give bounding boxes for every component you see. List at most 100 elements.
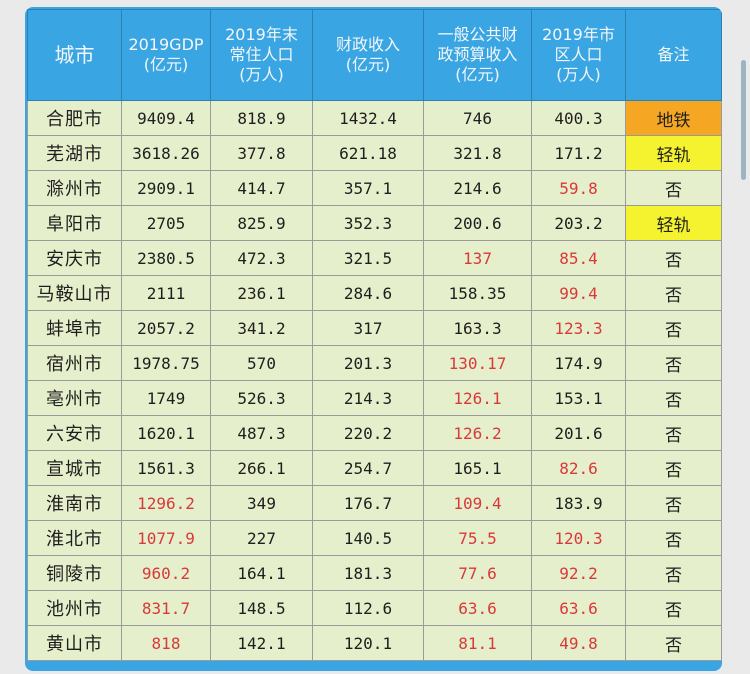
table-row: 池州市 831.7 148.5 112.6 63.6 63.6 否 [27,590,722,626]
cell-fiscal-revenue: 120.1 [312,625,424,661]
cell-city: 蚌埠市 [27,310,122,346]
cell-gdp: 1077.9 [121,520,211,556]
cell-budget-revenue: 321.8 [423,135,532,171]
cell-population: 164.1 [210,555,313,591]
table-row: 铜陵市 960.2 164.1 181.3 77.6 92.2 否 [27,555,722,591]
cell-gdp: 2111 [121,275,211,311]
table-row: 阜阳市 2705 825.9 352.3 200.6 203.2 轻轨 [27,205,722,241]
cell-budget-revenue: 109.4 [423,485,532,521]
cell-city: 阜阳市 [27,205,122,241]
cell-note: 否 [625,555,722,591]
header-note: 备注 [625,9,722,101]
cell-urban-population: 153.1 [531,380,626,416]
cell-urban-population: 203.2 [531,205,626,241]
cell-note: 否 [625,485,722,521]
cell-budget-revenue: 165.1 [423,450,532,486]
cell-urban-population: 92.2 [531,555,626,591]
cell-budget-revenue: 746 [423,100,532,136]
header-fiscal-revenue: 财政收入 (亿元) [312,9,424,101]
cell-urban-population: 82.6 [531,450,626,486]
table-row: 滁州市 2909.1 414.7 357.1 214.6 59.8 否 [27,170,722,206]
cell-population: 487.3 [210,415,313,451]
table-row: 亳州市 1749 526.3 214.3 126.1 153.1 否 [27,380,722,416]
cell-fiscal-revenue: 140.5 [312,520,424,556]
header-population: 2019年末 常住人口 (万人) [210,9,313,101]
cell-budget-revenue: 214.6 [423,170,532,206]
table-row: 蚌埠市 2057.2 341.2 317 163.3 123.3 否 [27,310,722,346]
cell-city: 合肥市 [27,100,122,136]
table-row: 合肥市 9409.4 818.9 1432.4 746 400.3 地铁 [27,100,722,136]
cell-gdp: 960.2 [121,555,211,591]
header-row: 城市 2019GDP (亿元) 2019年末 常住人口 (万人) 财政收入 (亿… [27,9,722,101]
cell-urban-population: 201.6 [531,415,626,451]
cell-population: 148.5 [210,590,313,626]
cell-city: 亳州市 [27,380,122,416]
header-city: 城市 [27,9,122,101]
cell-urban-population: 59.8 [531,170,626,206]
table-row: 芜湖市 3618.26 377.8 621.18 321.8 171.2 轻轨 [27,135,722,171]
cell-note: 地铁 [625,100,722,136]
cell-budget-revenue: 77.6 [423,555,532,591]
cell-city: 淮南市 [27,485,122,521]
cell-fiscal-revenue: 214.3 [312,380,424,416]
cell-note: 否 [625,240,722,276]
cell-fiscal-revenue: 254.7 [312,450,424,486]
cell-city: 滁州市 [27,170,122,206]
cell-urban-population: 171.2 [531,135,626,171]
table-row: 黄山市 818 142.1 120.1 81.1 49.8 否 [27,625,722,661]
cell-budget-revenue: 137 [423,240,532,276]
header-budget-revenue: 一般公共财 政预算收入 (亿元) [423,9,532,101]
cell-fiscal-revenue: 357.1 [312,170,424,206]
cell-gdp: 2705 [121,205,211,241]
cell-fiscal-revenue: 201.3 [312,345,424,381]
cell-budget-revenue: 130.17 [423,345,532,381]
cell-gdp: 1978.75 [121,345,211,381]
cell-city: 安庆市 [27,240,122,276]
cell-gdp: 3618.26 [121,135,211,171]
cell-budget-revenue: 163.3 [423,310,532,346]
cell-budget-revenue: 200.6 [423,205,532,241]
cell-fiscal-revenue: 284.6 [312,275,424,311]
table-body: 合肥市 9409.4 818.9 1432.4 746 400.3 地铁 芜湖市 3618.26… [27,100,722,661]
cell-city: 芜湖市 [27,135,122,171]
cell-fiscal-revenue: 176.7 [312,485,424,521]
cell-gdp: 9409.4 [121,100,211,136]
cell-fiscal-revenue: 321.5 [312,240,424,276]
cell-note: 轻轨 [625,135,722,171]
cell-gdp: 1749 [121,380,211,416]
table-row: 安庆市 2380.5 472.3 321.5 137 85.4 否 [27,240,722,276]
cell-urban-population: 400.3 [531,100,626,136]
cell-urban-population: 120.3 [531,520,626,556]
cell-population: 570 [210,345,313,381]
cell-fiscal-revenue: 220.2 [312,415,424,451]
cell-note: 否 [625,590,722,626]
cell-gdp: 2909.1 [121,170,211,206]
header-gdp: 2019GDP (亿元) [121,9,211,101]
cell-budget-revenue: 126.1 [423,380,532,416]
cell-note: 否 [625,625,722,661]
scrollbar[interactable] [741,60,746,180]
table-row: 淮南市 1296.2 349 176.7 109.4 183.9 否 [27,485,722,521]
cell-budget-revenue: 75.5 [423,520,532,556]
table-row: 马鞍山市 2111 236.1 284.6 158.35 99.4 否 [27,275,722,311]
cell-fiscal-revenue: 112.6 [312,590,424,626]
cell-urban-population: 85.4 [531,240,626,276]
header-urban-population: 2019年市 区人口 (万人) [531,9,626,101]
cell-budget-revenue: 81.1 [423,625,532,661]
cell-note: 轻轨 [625,205,722,241]
cell-population: 341.2 [210,310,313,346]
cell-population: 825.9 [210,205,313,241]
cell-city: 池州市 [27,590,122,626]
table-row: 六安市 1620.1 487.3 220.2 126.2 201.6 否 [27,415,722,451]
cell-note: 否 [625,345,722,381]
cell-gdp: 818 [121,625,211,661]
cell-urban-population: 49.8 [531,625,626,661]
cell-population: 266.1 [210,450,313,486]
cell-urban-population: 123.3 [531,310,626,346]
cell-gdp: 1296.2 [121,485,211,521]
cell-urban-population: 174.9 [531,345,626,381]
cell-urban-population: 183.9 [531,485,626,521]
table-frame: 城市 2019GDP (亿元) 2019年末 常住人口 (万人) 财政收入 (亿… [25,7,722,671]
cell-fiscal-revenue: 317 [312,310,424,346]
cell-note: 否 [625,275,722,311]
